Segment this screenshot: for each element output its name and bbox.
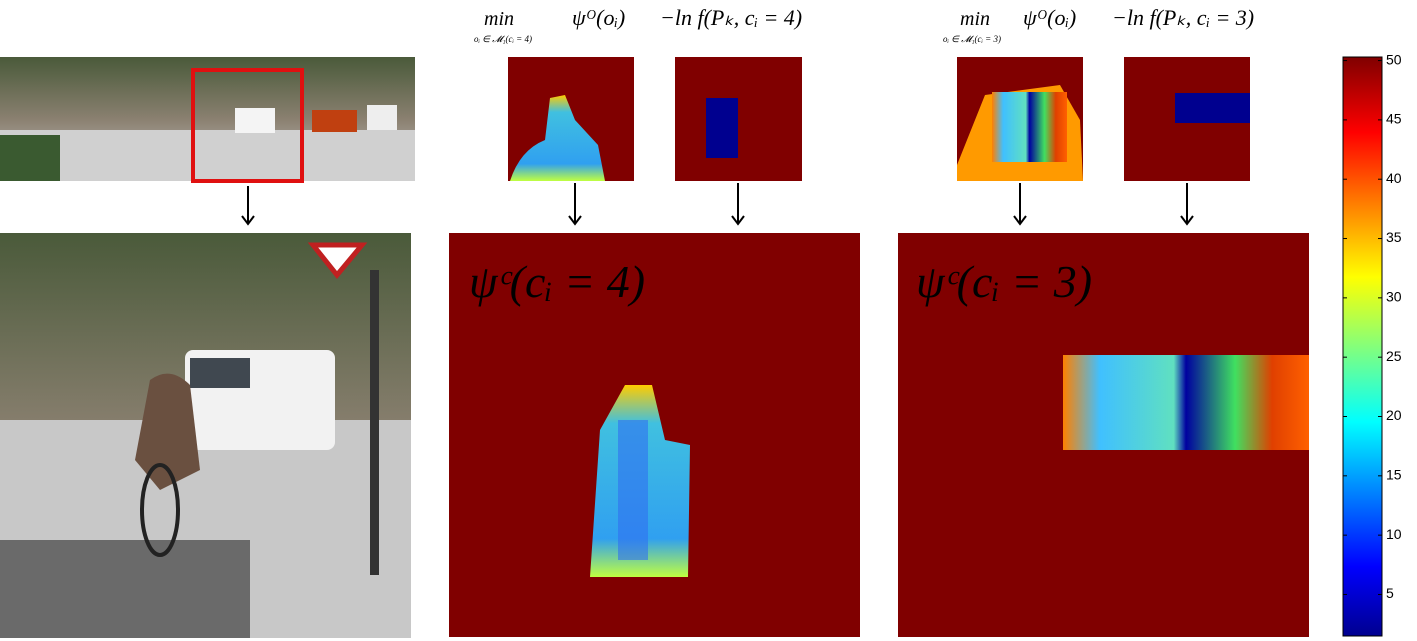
label-unary: ψᴼ(oᵢ) (1023, 5, 1076, 30)
unary-map-4 (508, 57, 634, 181)
label-pairwise: −ln f(Pₖ, cᵢ = 3) (1112, 5, 1254, 30)
tick-label: 25 (1386, 348, 1402, 364)
tick-label: 10 (1386, 526, 1402, 542)
label-panel: ψᶜ(cᵢ = 4) (469, 256, 645, 307)
street-photo (0, 57, 415, 183)
label-min: min (960, 8, 990, 30)
labels: min oᵢ ∈ 𝓜₁(cᵢ = 4) ψᴼ(oᵢ) −ln f(Pₖ, cᵢ … (469, 5, 1254, 307)
unary-map-3 (957, 57, 1083, 181)
label-unary: ψᴼ(oᵢ) (572, 5, 625, 30)
crop-photo (0, 233, 411, 638)
tick-label: 30 (1386, 289, 1402, 305)
label-subscript: oᵢ ∈ 𝓜₁(cᵢ = 4) (474, 34, 532, 44)
tick-label: 45 (1386, 111, 1402, 127)
label-panel: ψᶜ(cᵢ = 3) (916, 256, 1092, 307)
tick-label: 5 (1386, 585, 1394, 601)
label-pairwise: −ln f(Pₖ, cᵢ = 4) (660, 5, 802, 30)
tick-label: 50 (1386, 51, 1402, 67)
arrows (241, 183, 1194, 226)
colorbar: 5 10 15 20 25 30 35 40 45 50 (1342, 51, 1402, 637)
tick-label: 40 (1386, 170, 1402, 186)
tick-label: 35 (1386, 229, 1402, 245)
tick-label: 15 (1386, 467, 1402, 483)
pairwise-map-3 (1124, 57, 1250, 181)
label-subscript: oᵢ ∈ 𝓜₁(cᵢ = 3) (943, 34, 1001, 44)
label-min: min (484, 8, 514, 30)
potential-map-4 (449, 233, 860, 637)
potential-map-3 (898, 233, 1309, 637)
pairwise-map-4 (675, 57, 802, 181)
tick-label: 20 (1386, 407, 1402, 423)
